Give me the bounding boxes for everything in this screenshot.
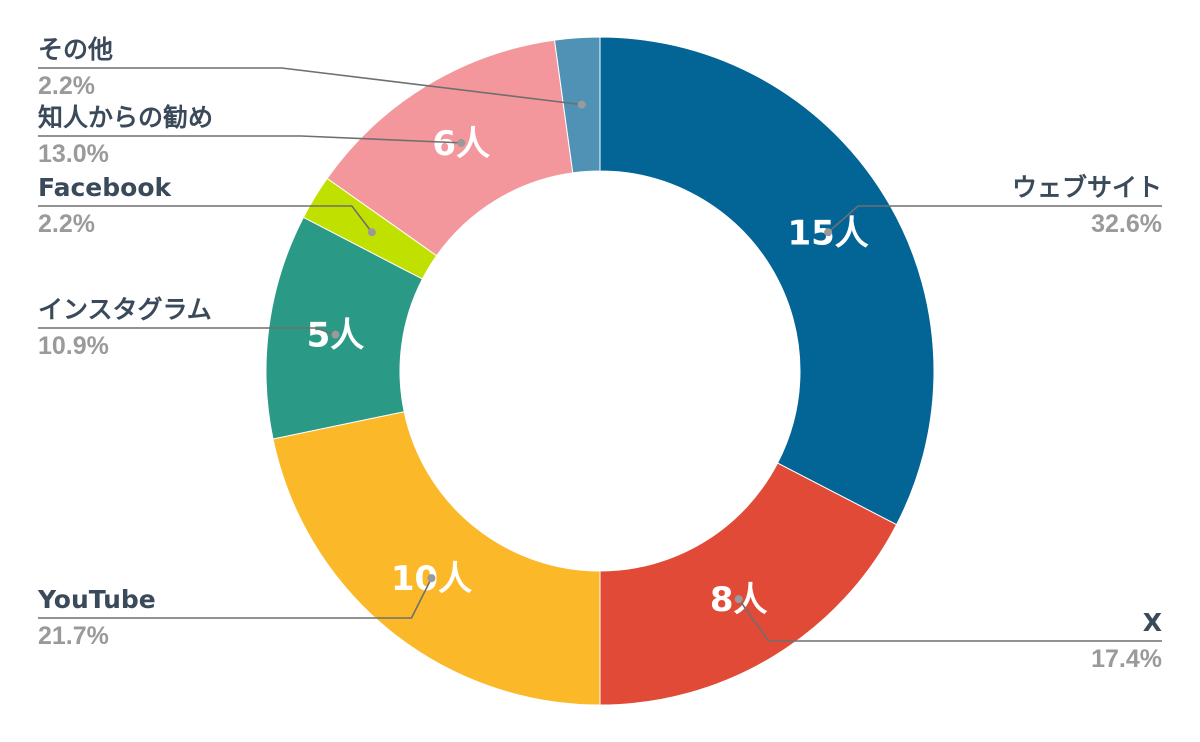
category-label-1: ウェブサイト: [1012, 173, 1162, 202]
leader-dot-4: [331, 330, 340, 339]
donut-slice-1: [599, 36, 935, 526]
donut-slice-7: [553, 36, 601, 174]
leader-dot-2: [734, 595, 743, 604]
leader-line-1: [827, 205, 1162, 233]
percent-label-6: 13.0%: [38, 140, 109, 168]
category-label-5: Facebook: [38, 173, 173, 202]
percent-label-5: 2.2%: [38, 210, 95, 238]
donut-slice-3: [272, 411, 601, 706]
leader-dot-6: [457, 138, 466, 147]
leader-line-2: [738, 598, 1162, 642]
leader-dot-5: [367, 228, 376, 237]
leader-line-7: [38, 67, 582, 106]
category-label-2: X: [1143, 608, 1162, 637]
percent-label-1: 32.6%: [1091, 210, 1162, 238]
leader-line-6: [38, 135, 462, 144]
percent-label-3: 21.7%: [38, 622, 109, 650]
donut-slice-2: [599, 462, 898, 706]
leader-dot-3: [427, 574, 436, 583]
percent-label-7: 2.2%: [38, 72, 95, 100]
leader-dot-1: [824, 228, 833, 237]
percent-label-4: 10.9%: [38, 332, 109, 360]
category-label-7: その他: [38, 35, 113, 64]
leader-line-5: [38, 205, 373, 233]
category-label-4: インスタグラム: [38, 295, 212, 324]
leader-line-4: [38, 327, 336, 336]
leader-dot-7: [577, 100, 586, 109]
percent-label-2: 17.4%: [1091, 645, 1162, 673]
leader-line-3: [38, 577, 433, 619]
category-label-6: 知人からの勧め: [38, 103, 213, 132]
category-label-3: YouTube: [37, 585, 156, 614]
